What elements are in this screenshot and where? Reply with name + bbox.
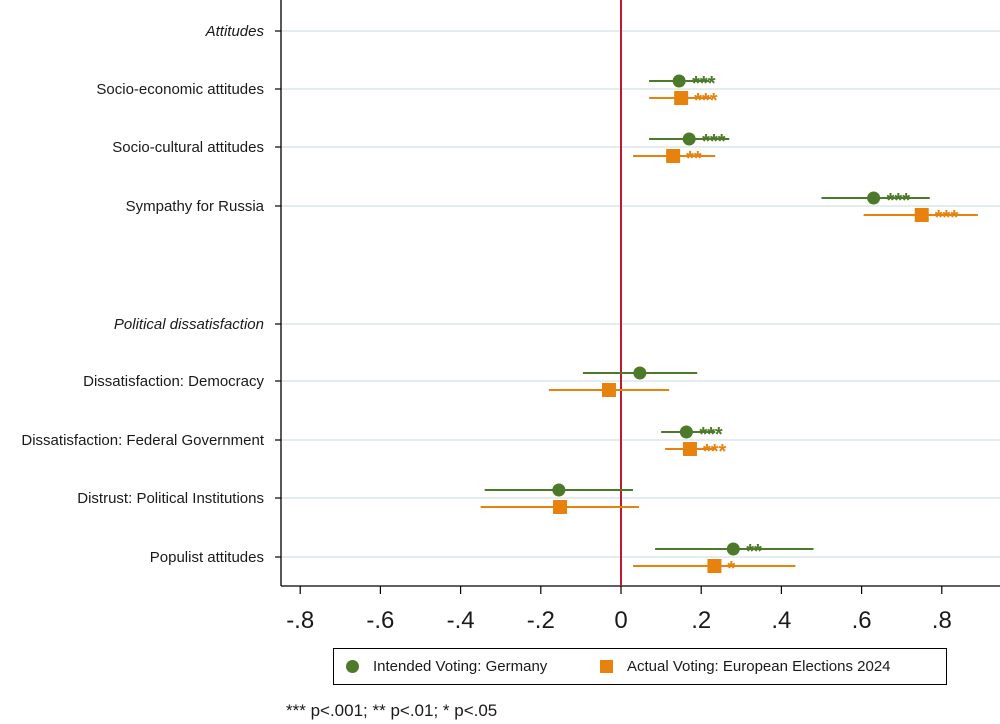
point-estimate-square	[601, 383, 616, 397]
y-axis-label: Socio-economic attitudes	[96, 81, 264, 98]
point-estimate-square	[553, 500, 568, 514]
gridlines	[281, 30, 1000, 558]
y-axis-label: Populist attitudes	[150, 549, 264, 566]
x-tick-label: .8	[932, 607, 952, 634]
y-axis-label: Dissatisfaction: Federal Government	[21, 432, 264, 449]
point-estimate-square	[707, 559, 722, 573]
point-estimate-circle	[672, 74, 686, 88]
significance-stars: ***	[692, 73, 716, 95]
legend: Intended Voting: Germany Actual Voting: …	[333, 648, 947, 685]
y-axis-label: Socio-cultural attitudes	[112, 139, 264, 156]
x-tick-label: .6	[852, 607, 872, 634]
x-tick-label: .4	[771, 607, 791, 634]
x-tick-label: -.8	[286, 607, 314, 634]
x-axis-ticks: -.8 -.6 -.4 -.2 0 .2 .4 .6 .8	[275, 30, 952, 634]
point-estimate-circle	[552, 483, 566, 497]
x-tick-label: .2	[691, 607, 711, 634]
legend-label-intended: Intended Voting: Germany	[373, 658, 548, 675]
x-tick-label: 0	[614, 607, 627, 634]
group-label: Attitudes	[205, 23, 265, 40]
legend-item-actual: Actual Voting: European Elections 2024	[600, 649, 891, 684]
point-estimate-circle	[867, 191, 881, 205]
y-axis-label: Sympathy for Russia	[126, 198, 265, 215]
significance-stars: ***	[699, 424, 723, 446]
significance-stars: **	[746, 541, 762, 563]
group-label: Political dissatisfaction	[114, 316, 264, 333]
y-axis-label: Distrust: Political Institutions	[77, 490, 264, 507]
significance-footnote: *** p<.001; ** p<.01; * p<.05	[286, 701, 498, 720]
significance-stars: *	[727, 558, 735, 580]
y-axis-label: Dissatisfaction: Democracy	[83, 373, 264, 390]
point-estimate-square	[666, 149, 681, 163]
significance-stars: **	[686, 148, 702, 170]
legend-item-intended: Intended Voting: Germany	[346, 649, 547, 684]
point-estimate-circle	[726, 542, 740, 556]
legend-label-actual: Actual Voting: European Elections 2024	[627, 658, 891, 675]
data-marks: **************************	[480, 73, 978, 580]
significance-stars: ***	[935, 207, 959, 229]
significance-stars: ***	[702, 131, 726, 153]
point-estimate-square	[674, 91, 689, 105]
x-tick-label: -.4	[447, 607, 475, 634]
point-estimate-circle	[679, 425, 693, 439]
x-tick-label: -.6	[366, 607, 394, 634]
significance-stars: ***	[694, 90, 718, 112]
point-estimate-square	[914, 208, 929, 222]
significance-stars: ***	[703, 441, 727, 463]
point-estimate-circle	[682, 132, 696, 146]
x-tick-label: -.2	[527, 607, 555, 634]
significance-stars: ***	[887, 190, 911, 212]
y-axis-labels: Socio-economic attitudes Socio-cultural a…	[21, 23, 264, 566]
point-estimate-square	[682, 442, 697, 456]
legend-circle-marker	[346, 660, 359, 673]
coefficient-plot: Socio-economic attitudes Socio-cultural a…	[21, 0, 1000, 634]
point-estimate-circle	[633, 366, 647, 380]
legend-square-marker	[600, 660, 613, 673]
